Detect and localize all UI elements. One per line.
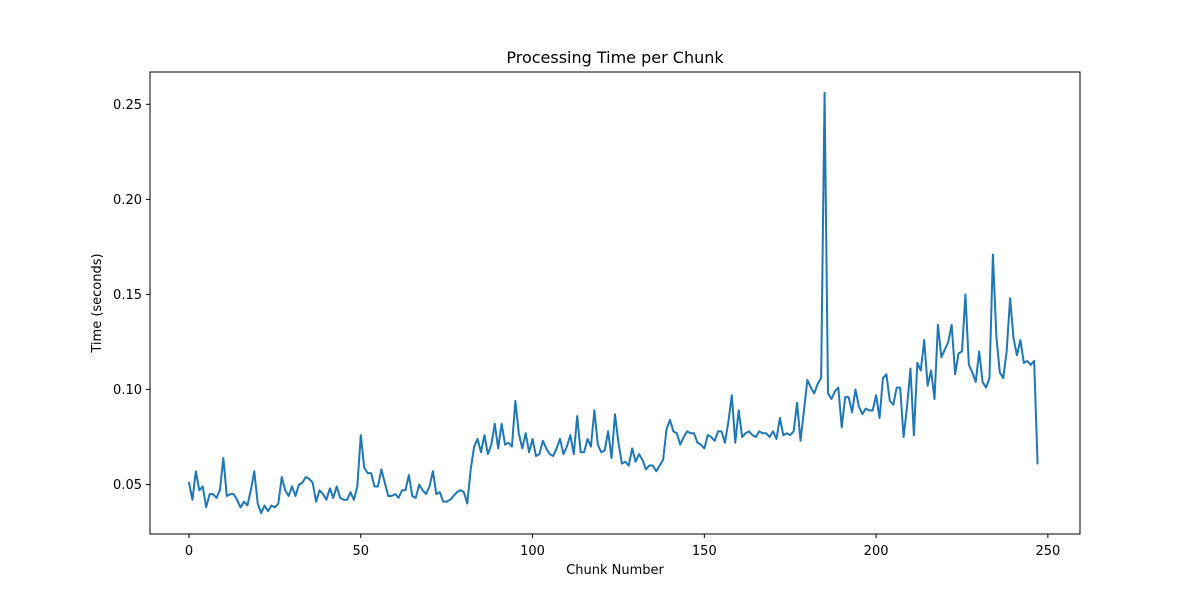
series-layer <box>187 91 1039 515</box>
y-tick-label: 0.05 <box>113 478 142 493</box>
x-tick-label: 200 <box>864 544 889 559</box>
x-tick-label: 100 <box>520 544 545 559</box>
y-tick-label: 0.20 <box>113 193 142 208</box>
y-tick-label: 0.15 <box>113 288 142 303</box>
y-axis-label: Time (seconds) <box>90 253 105 353</box>
y-tick-label: 0.10 <box>113 383 142 398</box>
x-tick-label: 0 <box>185 544 193 559</box>
x-axis-ticks: 0 50 100 150 200 250 <box>185 534 1060 559</box>
chart-title: Processing Time per Chunk <box>506 48 724 67</box>
x-tick-label: 250 <box>1035 544 1060 559</box>
y-tick-label: 0.25 <box>113 98 142 113</box>
x-tick-label: 150 <box>692 544 717 559</box>
x-axis-label: Chunk Number <box>566 563 664 578</box>
x-tick-label: 50 <box>352 544 369 559</box>
y-axis-ticks: 0.05 0.10 0.15 0.20 0.25 <box>113 98 150 493</box>
series-line-0 <box>187 91 1039 515</box>
plot-frame <box>149 71 1081 535</box>
